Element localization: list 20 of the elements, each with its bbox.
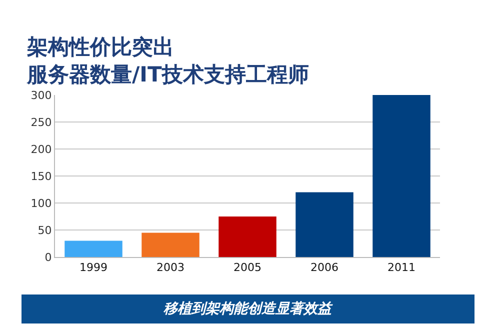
chart-title: 架构性价比突出	[26, 35, 174, 59]
bar	[64, 240, 122, 257]
bar	[218, 216, 276, 257]
bar	[296, 192, 354, 257]
chart-subtitle: 服务器数量/IT技术支持工程师	[26, 62, 309, 86]
x-tick-label: 2003	[156, 261, 184, 274]
y-tick-label: 100	[30, 196, 52, 210]
bar	[142, 232, 200, 257]
y-tick-label: 200	[30, 142, 52, 156]
x-tick-label: 1999	[80, 261, 108, 274]
y-tick-label: 0	[44, 250, 52, 264]
bar	[372, 95, 430, 257]
y-tick-label: 250	[30, 116, 52, 129]
y-tick-label: 300	[30, 88, 52, 102]
x-tick-label: 2005	[234, 261, 262, 274]
y-tick-label: 50	[38, 224, 52, 237]
text: 移植到架构能创造显著效益	[162, 301, 334, 317]
y-tick-label: 150	[30, 170, 52, 183]
x-tick-label: 2006	[310, 261, 338, 274]
x-tick-label: 2011	[388, 261, 416, 274]
